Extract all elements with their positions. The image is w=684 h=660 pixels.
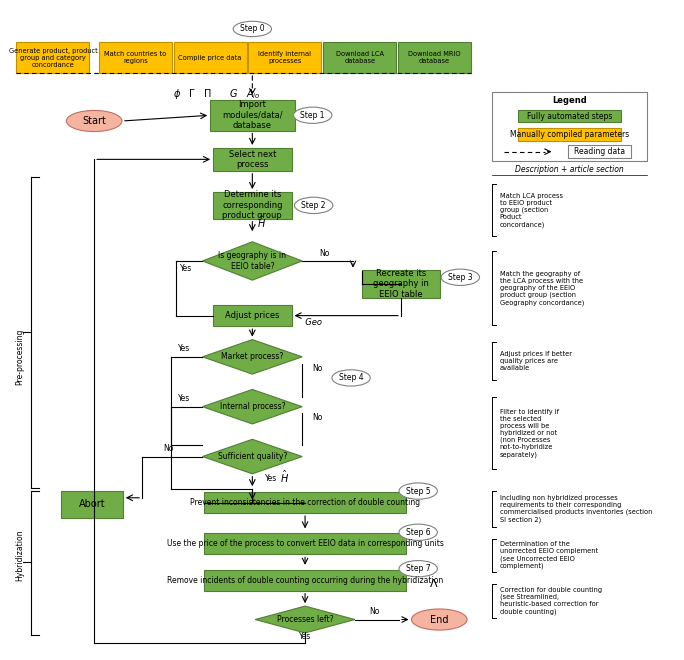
Text: Identify internal
processes: Identify internal processes xyxy=(259,51,311,64)
Text: Import
modules/data/
database: Import modules/data/ database xyxy=(222,100,282,130)
Text: Step 2: Step 2 xyxy=(302,201,326,210)
Ellipse shape xyxy=(293,107,332,123)
Text: $\Lambda$: $\Lambda$ xyxy=(422,577,438,589)
FancyBboxPatch shape xyxy=(324,42,396,73)
FancyBboxPatch shape xyxy=(205,570,406,591)
Text: No: No xyxy=(313,413,323,422)
Text: Select next
process: Select next process xyxy=(228,150,276,169)
Ellipse shape xyxy=(399,483,437,499)
Text: Internal process?: Internal process? xyxy=(220,402,285,411)
Ellipse shape xyxy=(399,524,437,541)
Text: Generate product, product
group and category
concordance: Generate product, product group and cate… xyxy=(8,48,97,68)
Text: Correction for double counting
(see Streamlined,
heuristic-based correction for
: Correction for double counting (see Stre… xyxy=(500,587,602,615)
Text: Download MRIO
database: Download MRIO database xyxy=(408,51,461,64)
Text: Adjust prices if better
quality prices are
available: Adjust prices if better quality prices a… xyxy=(500,350,572,371)
Ellipse shape xyxy=(412,609,467,630)
Text: Use the price of the process to convert EEIO data in corresponding units: Use the price of the process to convert … xyxy=(167,539,443,548)
FancyBboxPatch shape xyxy=(213,305,291,326)
Text: Match countries to
regions: Match countries to regions xyxy=(104,51,166,64)
Ellipse shape xyxy=(399,560,437,577)
FancyBboxPatch shape xyxy=(213,148,291,171)
Text: Recreate its
geography in
EEIO table: Recreate its geography in EEIO table xyxy=(373,269,429,299)
Text: Yes: Yes xyxy=(178,344,190,353)
Text: Prevent inconsistencies in the correction of double counting: Prevent inconsistencies in the correctio… xyxy=(190,498,420,507)
Text: Pre-processing: Pre-processing xyxy=(15,329,24,385)
Text: Step 5: Step 5 xyxy=(406,486,430,496)
Text: Hybridization: Hybridization xyxy=(15,529,24,581)
Text: No: No xyxy=(163,444,174,453)
Text: Processes left?: Processes left? xyxy=(277,615,333,624)
Ellipse shape xyxy=(441,269,479,285)
Text: Geo: Geo xyxy=(300,318,322,327)
Text: Fully automated steps: Fully automated steps xyxy=(527,112,612,121)
Text: Match the geography of
the LCA process with the
geography of the EEIO
product gr: Match the geography of the LCA process w… xyxy=(500,271,584,306)
Text: $\hat{H}$: $\hat{H}$ xyxy=(280,469,289,485)
Text: End: End xyxy=(430,614,449,624)
Text: Step 0: Step 0 xyxy=(240,24,265,34)
Text: Determination of the
unorrected EEIO complement
(see Uncorrected EEIO
complement: Determination of the unorrected EEIO com… xyxy=(500,541,598,570)
Polygon shape xyxy=(202,389,302,424)
Text: Legend: Legend xyxy=(552,96,587,106)
Text: No: No xyxy=(319,249,330,258)
Text: Determine its
corresponding
product group: Determine its corresponding product grou… xyxy=(222,191,282,220)
Polygon shape xyxy=(255,606,355,633)
FancyBboxPatch shape xyxy=(210,100,295,131)
Text: Adjust prices: Adjust prices xyxy=(225,311,280,320)
Text: Download LCA
database: Download LCA database xyxy=(336,51,384,64)
FancyBboxPatch shape xyxy=(518,128,622,141)
Text: Match LCA process
to EEIO product
group (section
Poduct
concordance): Match LCA process to EEIO product group … xyxy=(500,193,563,228)
FancyBboxPatch shape xyxy=(398,42,471,73)
Text: No: No xyxy=(313,364,323,373)
FancyBboxPatch shape xyxy=(518,110,622,123)
FancyBboxPatch shape xyxy=(205,533,406,554)
Text: Manually compiled parameters: Manually compiled parameters xyxy=(510,130,629,139)
Text: Compile price data: Compile price data xyxy=(179,55,242,61)
Text: Including non hybridized processes
requirements to their corresponding
commercia: Including non hybridized processes requi… xyxy=(500,495,652,523)
FancyBboxPatch shape xyxy=(213,192,291,219)
FancyBboxPatch shape xyxy=(16,42,90,73)
Text: Yes: Yes xyxy=(178,394,190,403)
Text: Is geography is in
EEIO table?: Is geography is in EEIO table? xyxy=(218,251,287,271)
Text: Filter to identify if
the selected
process will be
hybridized or not
(non Proces: Filter to identify if the selected proce… xyxy=(500,409,559,457)
FancyBboxPatch shape xyxy=(61,491,123,518)
Ellipse shape xyxy=(233,21,272,37)
Text: $\hat{H}$: $\hat{H}$ xyxy=(257,214,267,230)
Text: Start: Start xyxy=(82,116,106,126)
Text: Abort: Abort xyxy=(79,500,105,510)
Text: Sufficient quality?: Sufficient quality? xyxy=(218,452,287,461)
Text: Yes: Yes xyxy=(265,473,277,482)
Text: Description + article section: Description + article section xyxy=(515,166,624,174)
Text: Market process?: Market process? xyxy=(221,352,284,361)
Text: Yes: Yes xyxy=(180,263,192,273)
Text: Step 6: Step 6 xyxy=(406,528,430,537)
Text: Step 7: Step 7 xyxy=(406,564,430,574)
Text: Yes: Yes xyxy=(299,632,311,641)
Text: Step 1: Step 1 xyxy=(300,111,325,119)
Text: $\phi$   $\Gamma$   $\Pi$      $G$   $A_{io}$: $\phi$ $\Gamma$ $\Pi$ $G$ $A_{io}$ xyxy=(173,87,261,101)
FancyBboxPatch shape xyxy=(174,42,246,73)
Text: Step 4: Step 4 xyxy=(339,374,363,382)
Ellipse shape xyxy=(332,370,370,386)
Ellipse shape xyxy=(66,110,122,131)
FancyBboxPatch shape xyxy=(205,492,406,513)
Text: Reading data: Reading data xyxy=(574,147,625,156)
Polygon shape xyxy=(202,242,302,280)
FancyBboxPatch shape xyxy=(248,42,321,73)
FancyBboxPatch shape xyxy=(492,92,647,161)
Text: No: No xyxy=(369,607,379,616)
Ellipse shape xyxy=(295,197,333,214)
Polygon shape xyxy=(202,340,302,374)
FancyBboxPatch shape xyxy=(568,145,631,158)
FancyBboxPatch shape xyxy=(99,42,172,73)
Polygon shape xyxy=(202,440,302,474)
Text: Step 3: Step 3 xyxy=(448,273,473,282)
FancyBboxPatch shape xyxy=(362,269,440,298)
Text: Remove incidents of double counting occurring during the hybridization: Remove incidents of double counting occu… xyxy=(167,576,443,585)
